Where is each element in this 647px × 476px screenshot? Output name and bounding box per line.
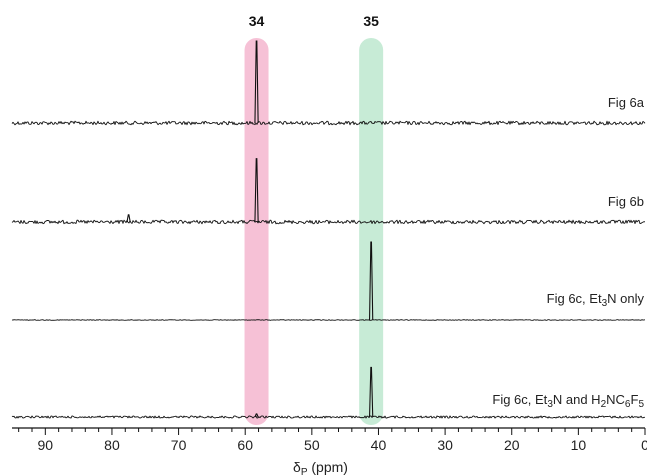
x-axis: 90 80 70 60 50 40 30 20 10 0 [12,427,647,453]
series-label-1: Fig 6a [608,95,645,110]
series-label-3: Fig 6c, Et3N only [547,291,645,309]
spectrum-trace-3 [11,319,646,321]
peak-4-1 [368,366,374,418]
x-axis-title: δP (ppm) [293,459,348,476]
highlight-band-35 [359,38,384,425]
spectrum-trace-4 [11,415,646,419]
series-label-4: Fig 6c, Et3N and H2NC6F5 [492,392,644,410]
spectrum-trace-1 [11,120,646,126]
peak-2-1 [254,158,259,223]
highlight-band-34 [244,38,269,425]
highlight-bands: 34 35 [244,13,384,425]
spectrum-trace-2 [11,219,646,225]
tick-label-30: 30 [437,437,453,453]
tick-label-80: 80 [104,437,120,453]
tick-label-50: 50 [304,437,320,453]
tick-label-40: 40 [371,437,387,453]
peak-1-1 [254,40,259,124]
series-label-2: Fig 6b [608,194,644,209]
tick-label-70: 70 [171,437,187,453]
tick-label-10: 10 [571,437,587,453]
tick-label-20: 20 [504,437,520,453]
x-axis-tick-labels: 90 80 70 60 50 40 30 20 10 0 [38,437,647,453]
band-label-35: 35 [363,13,379,29]
tick-label-60: 60 [237,437,253,453]
band-label-34: 34 [249,13,265,29]
peak-3-1 [368,241,374,321]
peak-4-2 [254,413,259,418]
tick-label-90: 90 [38,437,54,453]
series-labels: Fig 6a Fig 6b Fig 6c, Et3N only Fig 6c, Et3… [492,95,644,410]
spectrum-traces [11,40,646,419]
peak-2-2 [126,214,131,223]
x-axis-ticks [18,428,646,435]
tick-label-0: 0 [641,437,647,453]
